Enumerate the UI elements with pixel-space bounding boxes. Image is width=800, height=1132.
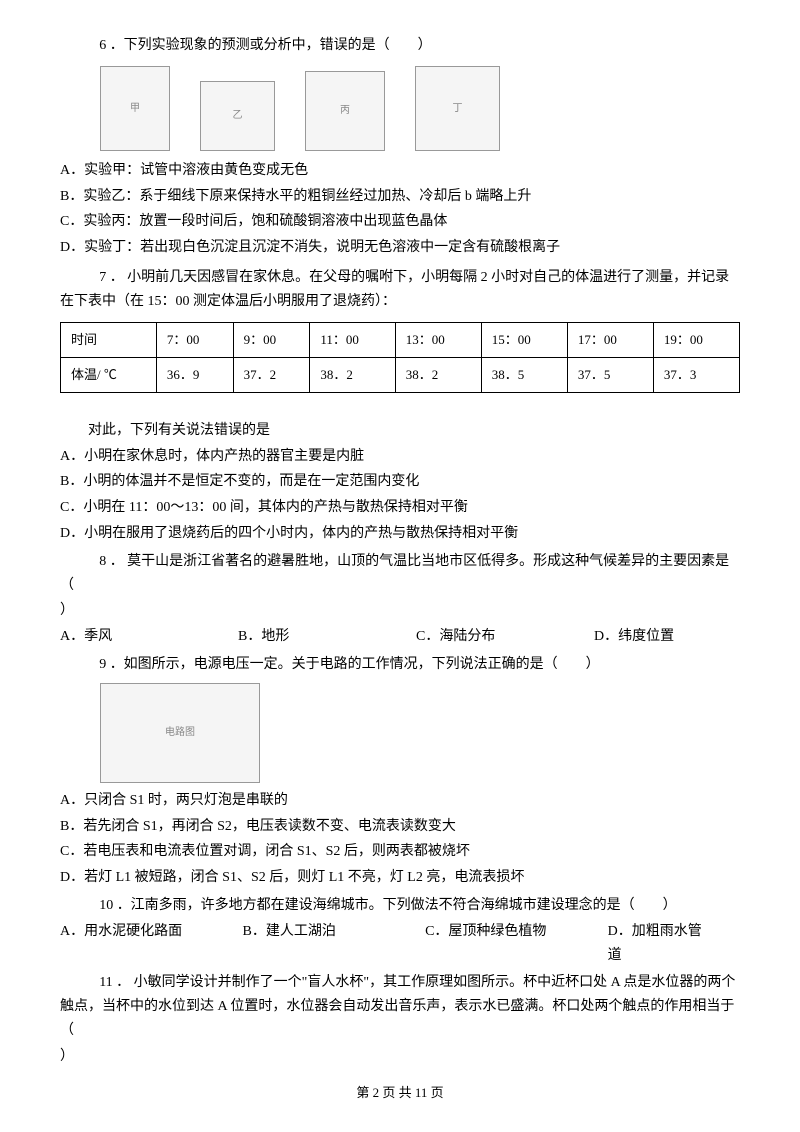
circuit-diagram-icon: 电路图	[100, 683, 260, 783]
q6-img-b: 乙	[200, 81, 275, 151]
cell: 37．2	[233, 357, 310, 392]
q7-option-b: B．小明的体温并不是恒定不变的，而是在一定范围内变化	[60, 470, 740, 494]
q6-img-d: 丁	[415, 66, 500, 151]
experiment-b-icon: 乙	[200, 81, 275, 151]
q6-img-a: 甲	[100, 66, 170, 151]
cell: 7：00	[156, 322, 233, 357]
cell: 19：00	[653, 322, 739, 357]
q7-option-a: A．小明在家休息时，体内产热的器官主要是内脏	[60, 445, 740, 469]
experiment-a-icon: 甲	[100, 66, 170, 151]
q7-prompt: 对此，下列有关说法错误的是	[60, 419, 740, 443]
q8-stem: 8 ． 莫干山是浙江省著名的避暑胜地，山顶的气温比当地市区低得多。形成这种气候差…	[60, 550, 740, 598]
cell: 11：00	[310, 322, 395, 357]
cell: 15：00	[481, 322, 567, 357]
q7-table: 时间 7：00 9：00 11：00 13：00 15：00 17：00 19：…	[60, 322, 740, 393]
q10-stem: 10 ．江南多雨，许多地方都在建设海绵城市。下列做法不符合海绵城市建设理念的是（…	[60, 894, 740, 918]
cell: 37．3	[653, 357, 739, 392]
experiment-d-icon: 丁	[415, 66, 500, 151]
q8-options: A．季风 B．地形 C．海陆分布 D．纬度位置	[60, 625, 740, 649]
q6-option-c: C．实验丙：放置一段时间后，饱和硫酸铜溶液中出现蓝色晶体	[60, 210, 740, 234]
q9-option-a: A．只闭合 S1 时，两只灯泡是串联的	[60, 789, 740, 813]
q9-option-b: B．若先闭合 S1，再闭合 S2，电压表读数不变、电流表读数变大	[60, 815, 740, 839]
q8-option-a: A．季风	[60, 625, 210, 649]
q10-option-c: C．屋顶种绿色植物	[425, 920, 580, 968]
table-row: 时间 7：00 9：00 11：00 13：00 15：00 17：00 19：…	[61, 322, 740, 357]
q9-stem: 9 ．如图所示，电源电压一定。关于电路的工作情况，下列说法正确的是（ ）	[60, 653, 740, 677]
q10-options: A．用水泥硬化路面 B．建人工湖泊 C．屋顶种绿色植物 D．加粗雨水管道	[60, 920, 740, 968]
cell: 38．2	[395, 357, 481, 392]
q11-tail: ）	[60, 1045, 740, 1069]
q6-stem: 6 ．下列实验现象的预测或分析中，错误的是（ ）	[60, 34, 740, 58]
cell: 13：00	[395, 322, 481, 357]
q9-option-d: D．若灯 L1 被短路，闭合 S1、S2 后，则灯 L1 不亮，灯 L2 亮，电…	[60, 866, 740, 890]
q10-option-b: B．建人工湖泊	[243, 920, 398, 968]
q6-images: 甲 乙 丙 丁	[100, 66, 740, 151]
q6-option-d: D．实验丁：若出现白色沉淀且沉淀不消失，说明无色溶液中一定含有硫酸根离子	[60, 236, 740, 260]
experiment-c-icon: 丙	[305, 71, 385, 151]
cell: 38．2	[310, 357, 395, 392]
page-footer: 第 2 页 共 11 页	[0, 1082, 800, 1104]
cell: 9：00	[233, 322, 310, 357]
q6-img-c: 丙	[305, 71, 385, 151]
q8-tail: ）	[60, 599, 740, 623]
q8-option-c: C．海陆分布	[416, 625, 566, 649]
q9-option-c: C．若电压表和电流表位置对调，闭合 S1、S2 后，则两表都被烧坏	[60, 840, 740, 864]
q7-option-c: C．小明在 11：00～13：00 间，其体内的产热与散热保持相对平衡	[60, 496, 740, 520]
table-row: 体温/ ℃ 36．9 37．2 38．2 38．2 38．5 37．5 37．3	[61, 357, 740, 392]
cell: 17：00	[567, 322, 653, 357]
cell: 38．5	[481, 357, 567, 392]
cell: 37．5	[567, 357, 653, 392]
q7-stem: 7 ． 小明前几天因感冒在家休息。在父母的嘱咐下，小明每隔 2 小时对自己的体温…	[60, 266, 740, 314]
q8-option-d: D．纬度位置	[594, 625, 674, 649]
cell: 36．9	[156, 357, 233, 392]
q11-stem: 11 ． 小敏同学设计并制作了一个"盲人水杯"，其工作原理如图所示。杯中近杯口处…	[60, 971, 740, 1042]
q6-option-b: B．实验乙：系于细线下原来保持水平的粗铜丝经过加热、冷却后 b 端略上升	[60, 185, 740, 209]
q7-option-d: D．小明在服用了退烧药后的四个小时内，体内的产热与散热保持相对平衡	[60, 522, 740, 546]
q10-option-a: A．用水泥硬化路面	[60, 920, 215, 968]
q10-option-d: D．加粗雨水管道	[608, 920, 712, 968]
cell: 体温/ ℃	[61, 357, 157, 392]
q6-option-a: A．实验甲：试管中溶液由黄色变成无色	[60, 159, 740, 183]
cell: 时间	[61, 322, 157, 357]
q8-option-b: B．地形	[238, 625, 388, 649]
